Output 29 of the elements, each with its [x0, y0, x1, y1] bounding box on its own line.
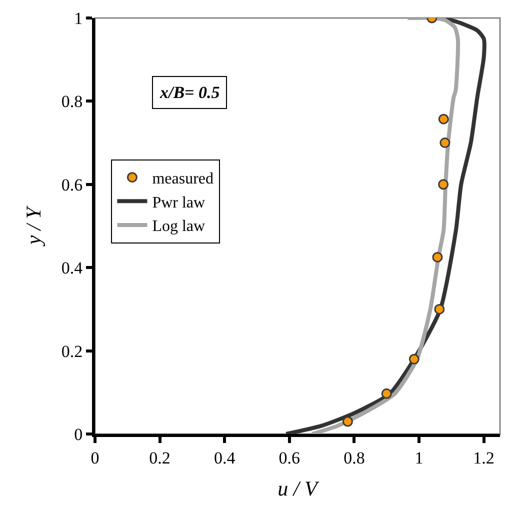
- x-tick-label: 0: [90, 448, 100, 468]
- x-tick-label: 0.8: [344, 448, 365, 468]
- legend-label: Pwr law: [152, 194, 206, 212]
- point: [381, 388, 392, 399]
- x-tick-label: 1.2: [473, 448, 494, 468]
- line-series: [284, 18, 486, 434]
- point: [438, 179, 449, 190]
- annotation: x/B= 0.5: [159, 83, 220, 102]
- y-tick-label: 0.6: [61, 175, 83, 194]
- y-axis-title: y / Y: [22, 205, 46, 247]
- y-tick-label: 0.8: [61, 92, 83, 112]
- line-series: [310, 18, 460, 434]
- point: [408, 354, 420, 364]
- x-axis-title: u / V: [278, 476, 320, 501]
- x-tick-label: 0.2: [149, 448, 170, 468]
- point: [342, 416, 353, 427]
- y-tick-label: 0.4: [61, 258, 84, 278]
- point: [432, 252, 443, 262]
- legend-label: measured: [152, 170, 214, 188]
- x-tick-label: 0.6: [278, 448, 300, 468]
- y-tick-label: 1: [74, 8, 83, 28]
- point: [438, 114, 449, 124]
- x-tick-label: 0.4: [214, 448, 236, 468]
- point: [434, 304, 445, 314]
- x-tick-label: 1: [414, 448, 424, 468]
- y-tick-label: 0: [74, 424, 83, 444]
- point: [440, 138, 450, 148]
- legend-label: Log law: [152, 218, 206, 236]
- y-tick-label: 0.2: [61, 342, 83, 361]
